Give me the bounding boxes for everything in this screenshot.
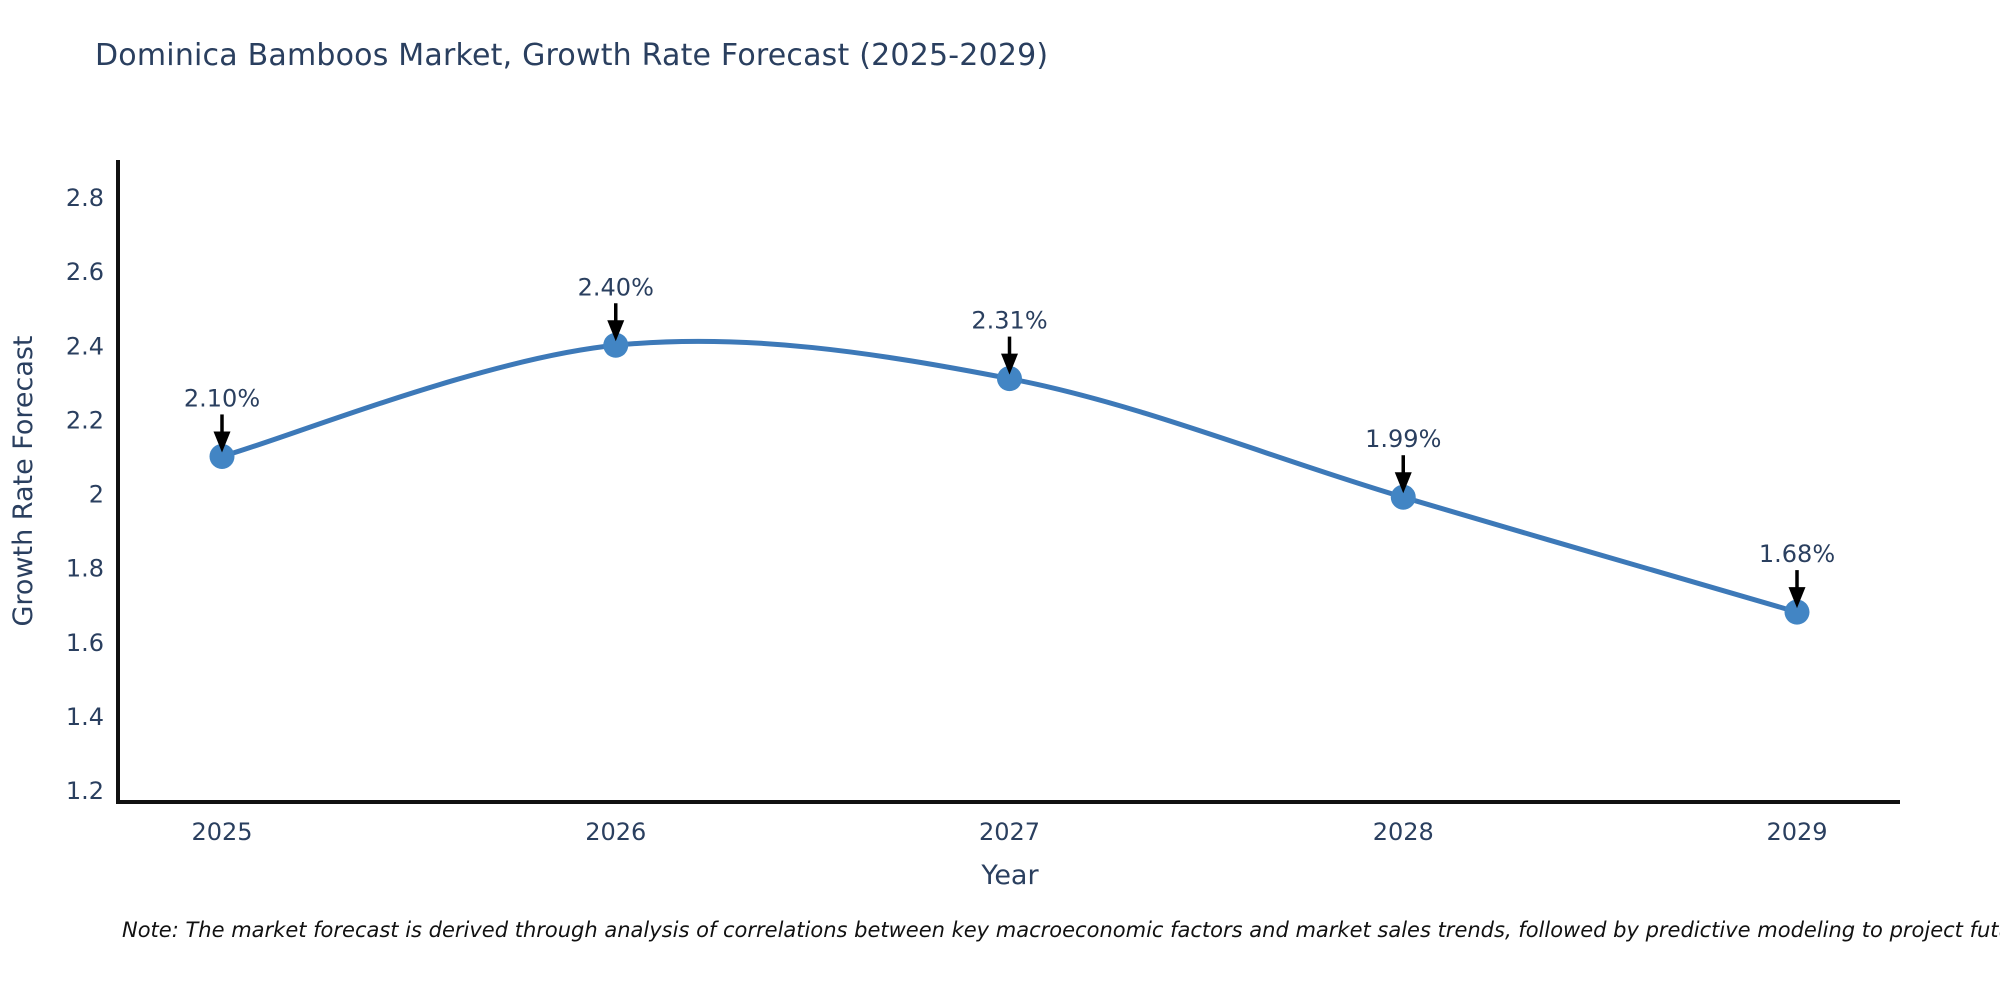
annotation-arrowhead	[607, 320, 625, 342]
annotation-arrowhead	[213, 431, 231, 453]
y-axis-title: Growth Rate Forecast	[8, 335, 39, 626]
data-point-marker	[1784, 599, 1810, 625]
data-point-marker	[209, 443, 235, 469]
chart-title: Dominica Bamboos Market, Growth Rate For…	[95, 38, 1049, 73]
data-point-marker	[1390, 484, 1416, 510]
x-tick-label: 2028	[1373, 818, 1434, 846]
x-axis-title: Year	[980, 860, 1039, 891]
point-value-label: 2.40%	[578, 273, 654, 301]
y-tick-label: 1.4	[66, 703, 104, 731]
annotation-arrowhead	[1394, 472, 1412, 494]
y-tick-label: 2.2	[66, 406, 104, 434]
x-tick-label: 2026	[585, 818, 646, 846]
y-tick-label: 2.4	[66, 332, 104, 360]
annotation-arrowhead	[1001, 353, 1018, 375]
data-point-marker	[997, 366, 1022, 392]
annotation-arrowhead	[1788, 587, 1806, 609]
point-value-label: 2.31%	[971, 307, 1047, 335]
y-tick-label: 1.8	[66, 555, 104, 583]
x-tick-label: 2027	[979, 818, 1040, 846]
point-value-label: 1.99%	[1365, 425, 1441, 453]
data-point-marker	[603, 332, 629, 358]
axes: 2.8 2.6 2.4 2.2 2 1.8 1.6 1.4 1.2 2025 2026 2027 202…	[66, 160, 1900, 846]
footnote: Note: The market forecast is derived thr…	[122, 918, 2000, 942]
point-value-label: 2.10%	[184, 384, 260, 412]
x-tick-label: 2029	[1766, 818, 1827, 846]
y-tick-label: 1.2	[66, 777, 104, 805]
y-tick-label: 2.6	[66, 258, 104, 286]
x-tick-label: 2025	[191, 818, 252, 846]
point-value-label: 1.68%	[1759, 540, 1835, 568]
y-tick-label: 2	[89, 481, 104, 509]
y-tick-label: 2.8	[66, 184, 104, 212]
y-tick-label: 1.6	[66, 629, 104, 657]
